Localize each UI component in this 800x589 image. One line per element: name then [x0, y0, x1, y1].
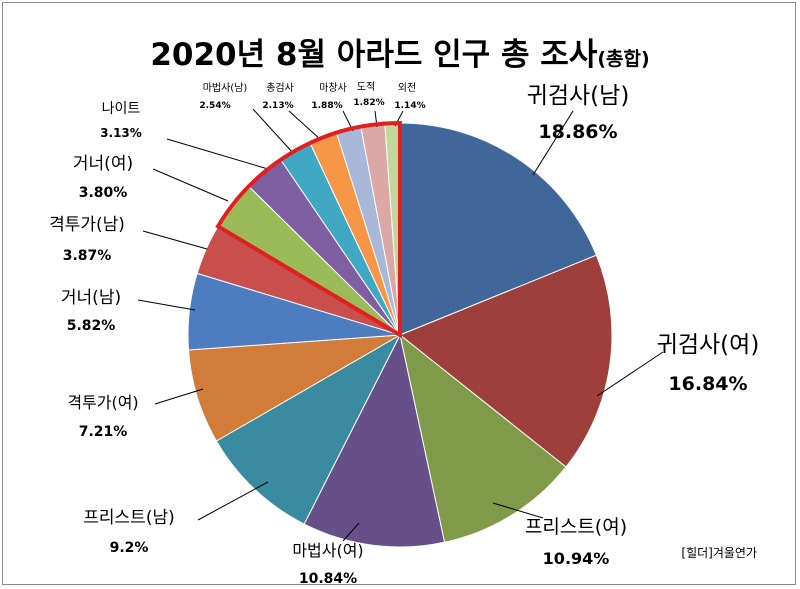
slice-name-label: 귀검사(여): [657, 332, 760, 358]
leader-line: [492, 502, 544, 519]
leader-line: [252, 108, 294, 154]
leader-line: [342, 522, 360, 542]
footnote: [힐더]겨울연가: [681, 546, 757, 560]
chart-title-main: 2020년 8월 아라드 인구 총 조사: [150, 37, 598, 73]
slice-percent-label: 3.80%: [79, 185, 128, 201]
slice-percent-label: 3.87%: [63, 248, 112, 264]
pie-slice: [215, 333, 402, 525]
leader-line: [532, 110, 574, 176]
pie-chart: 귀검사(남) 18.86% 귀검사(여) 16.84% 프리스트(여) 10.94% 마법사…: [49, 81, 760, 586]
pie-slice: [399, 254, 613, 468]
slice-name-label: 격투가(여): [67, 393, 138, 412]
leader-line: [152, 168, 229, 202]
slice-percent-label: 10.94%: [543, 549, 610, 568]
slice-percent-label: 1.82%: [353, 98, 384, 108]
slice-percent-label: 18.86%: [538, 121, 617, 143]
leader-line: [137, 299, 196, 311]
slice-percent-label: 1.88%: [311, 101, 342, 111]
slice-name-label: 외전: [398, 82, 416, 94]
slice-name-label: 마창사: [319, 82, 347, 94]
chart-title-sub: (총합): [597, 48, 650, 70]
slice-name-label: 프리스트(남): [83, 508, 174, 528]
slice-percent-label: 10.84%: [299, 571, 357, 586]
leader-line: [288, 110, 322, 141]
slice-percent-label: 7.21%: [79, 424, 128, 440]
slice-percent-label: 1.14%: [394, 101, 425, 111]
slice-name-label: 나이트: [102, 101, 141, 117]
slice-name-label: 거너(여): [73, 154, 133, 174]
slice-name-label: 격투가(남): [49, 215, 125, 235]
leader-line: [596, 351, 664, 397]
slice-percent-label: 9.2%: [110, 540, 149, 556]
slice-name-label: 귀검사(남): [527, 83, 630, 109]
pie-slice: [399, 333, 567, 543]
leader-line: [197, 481, 269, 521]
highlight-outline: [215, 120, 402, 339]
slice-name-label: 마법사(여): [292, 541, 363, 560]
pie-slice: [399, 122, 598, 336]
slice-percent-label: 2.54%: [199, 101, 230, 111]
slice-percent-label: 2.13%: [262, 101, 293, 111]
slice-percent-label: 3.13%: [100, 126, 142, 140]
leader-line: [154, 388, 204, 405]
slice-percent-label: 16.84%: [668, 373, 747, 395]
leader-line: [142, 230, 208, 250]
slice-percent-label: 5.82%: [67, 318, 116, 334]
slice-name-label: 거너(남): [61, 288, 121, 308]
slice-name-label: 총검사: [266, 82, 294, 94]
slice-name-label: 프리스트(여): [525, 516, 627, 538]
slice-name-label: 마법사(남): [203, 82, 248, 94]
slice-name-label: 도적: [357, 81, 375, 93]
chart-title: 2020년 8월 아라드 인구 총 조사(총합): [3, 29, 797, 74]
leader-line: [166, 138, 269, 170]
pie-slice: [303, 333, 446, 548]
